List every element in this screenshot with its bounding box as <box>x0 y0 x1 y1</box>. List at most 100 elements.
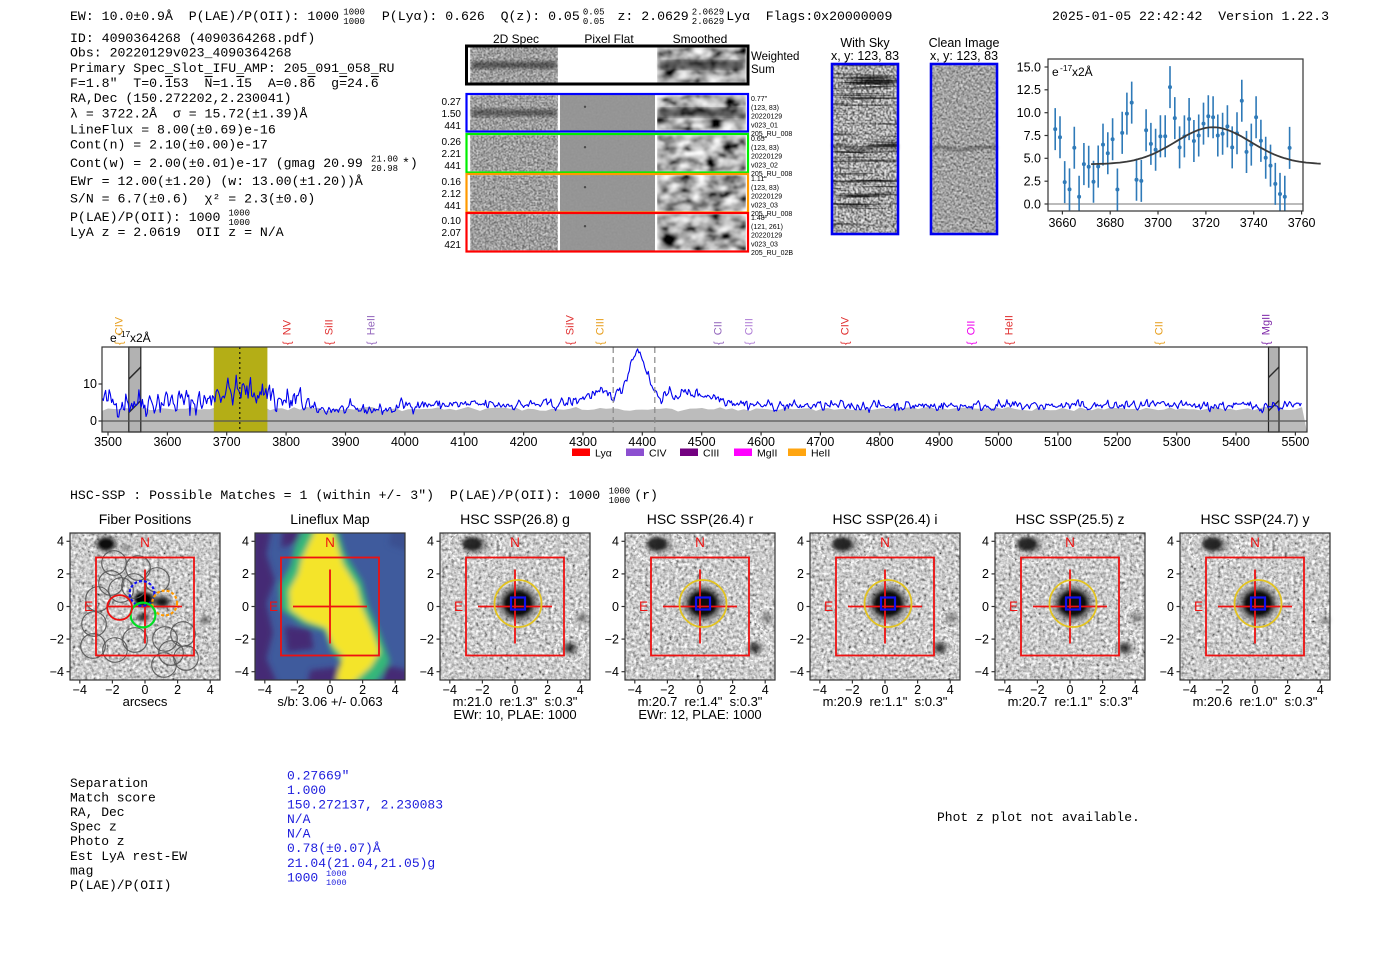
svg-text:CIII: CIII <box>703 448 719 460</box>
svg-text:0: 0 <box>242 600 249 614</box>
svg-text:Primary Spec_Slot_IFU_AMP: 205: Primary Spec_Slot_IFU_AMP: 205_091_058_R… <box>70 61 394 76</box>
svg-text:7.5: 7.5 <box>1024 129 1041 143</box>
svg-text:2.5: 2.5 <box>1024 175 1041 189</box>
svg-text:2: 2 <box>1284 683 1291 697</box>
svg-text:1.50: 1.50 <box>442 109 462 120</box>
svg-text:10.0: 10.0 <box>1017 106 1041 120</box>
svg-text:4200: 4200 <box>510 435 538 449</box>
svg-text:−2: −2 <box>1160 632 1174 646</box>
svg-text:1.48": 1.48" <box>751 215 768 222</box>
svg-text:−2: −2 <box>605 632 619 646</box>
svg-text:3700: 3700 <box>1144 216 1172 230</box>
svg-text:HSC SSP(26.4) i: HSC SSP(26.4) i <box>832 511 937 527</box>
svg-text:0: 0 <box>90 414 97 428</box>
svg-text:−2: −2 <box>975 632 989 646</box>
svg-text:4500: 4500 <box>688 435 716 449</box>
svg-text:2.12: 2.12 <box>442 189 462 200</box>
svg-text:205_RU_008: 205_RU_008 <box>751 211 792 218</box>
svg-text:m:20.6 re:1.0" s:0.3": m:20.6 re:1.0" s:0.3" <box>1193 694 1318 709</box>
svg-text:1.000: 1.000 <box>287 783 326 798</box>
svg-text:3660: 3660 <box>1048 216 1076 230</box>
svg-text:HSC SSP(26.4) r: HSC SSP(26.4) r <box>647 511 754 527</box>
svg-text:4: 4 <box>762 683 769 697</box>
svg-text:0: 0 <box>327 683 334 697</box>
svg-text:0: 0 <box>1167 600 1174 614</box>
svg-text:2: 2 <box>729 683 736 697</box>
svg-text:P(Lyα): 0.626 Q(z): 0.05: P(Lyα): 0.626 Q(z): 0.05 <box>382 9 580 24</box>
svg-text:Smoothed: Smoothed <box>673 32 728 46</box>
svg-text:3900: 3900 <box>332 435 360 449</box>
svg-text:3500: 3500 <box>94 435 122 449</box>
svg-text:20220129: 20220129 <box>751 154 782 161</box>
svg-text:Est LyA rest-EW: Est LyA rest-EW <box>70 849 187 864</box>
svg-text:LyA z = 2.0619 OII z = N/A: LyA z = 2.0619 OII z = N/A <box>70 225 284 240</box>
svg-text:0.16: 0.16 <box>442 177 462 188</box>
svg-text:Cont(n) = 2.10(±0.00)e-17: Cont(n) = 2.10(±0.00)e-17 <box>70 138 268 153</box>
svg-text:{ MgII: { MgII <box>1261 314 1273 345</box>
svg-text:205_RU_008: 205_RU_008 <box>751 171 792 178</box>
svg-text:21.04(21.04,21.05)g: 21.04(21.04,21.05)g <box>287 856 435 871</box>
svg-text:3740: 3740 <box>1240 216 1268 230</box>
svg-text:−2: −2 <box>1030 683 1044 697</box>
svg-text:5000: 5000 <box>985 435 1013 449</box>
svg-text:EWr: 10, PLAE: 1000: EWr: 10, PLAE: 1000 <box>453 707 576 722</box>
svg-text:{ CIII: { CIII <box>595 318 607 345</box>
svg-text:4700: 4700 <box>806 435 834 449</box>
svg-text:Phot z plot not available.: Phot z plot not available. <box>937 810 1140 825</box>
svg-text:4: 4 <box>427 535 434 549</box>
svg-text:−4: −4 <box>420 665 434 679</box>
svg-text:m:21.0 re:1.3" s:0.3": m:21.0 re:1.3" s:0.3" <box>453 694 578 709</box>
svg-text:421: 421 <box>444 240 461 251</box>
svg-text:E: E <box>454 599 463 614</box>
svg-text:−2: −2 <box>290 683 304 697</box>
svg-text:1.11": 1.11" <box>751 176 767 183</box>
svg-text:−2: −2 <box>790 632 804 646</box>
svg-text:N: N <box>880 535 890 550</box>
svg-text:0.27669": 0.27669" <box>287 769 349 784</box>
svg-text:2.0629: 2.0629 <box>692 17 724 27</box>
svg-text:{ CIV: { CIV <box>840 316 852 345</box>
svg-text:−4: −4 <box>790 665 804 679</box>
svg-text:HeII: HeII <box>811 448 830 460</box>
svg-text:Clean Image: Clean Image <box>929 36 1000 50</box>
svg-text:m:20.9 re:1.1" s:0.3": m:20.9 re:1.1" s:0.3" <box>823 694 948 709</box>
svg-text:Lyα: Lyα <box>595 448 612 460</box>
svg-text:0: 0 <box>612 600 619 614</box>
svg-text:0: 0 <box>982 600 989 614</box>
svg-text:{ CIV: { CIV <box>114 316 126 345</box>
svg-text:{ CII: { CII <box>713 321 725 345</box>
svg-text:441: 441 <box>444 201 461 212</box>
svg-text:m:20.7 re:1.4" s:0.3": m:20.7 re:1.4" s:0.3" <box>638 694 763 709</box>
svg-text:2.0629: 2.0629 <box>692 7 724 17</box>
svg-text:4400: 4400 <box>628 435 656 449</box>
svg-text:0: 0 <box>512 683 519 697</box>
svg-text:−2: −2 <box>420 632 434 646</box>
svg-text:ID: 4090364268 (4090364268.pdf: ID: 4090364268 (4090364268.pdf) <box>70 31 315 46</box>
svg-text:S/N = 6.7(±0.6) χ² = 2.3(±0.0: S/N = 6.7(±0.6) χ² = 2.3(±0.0) <box>70 192 315 207</box>
svg-text:0: 0 <box>57 600 64 614</box>
svg-text:3720: 3720 <box>1192 216 1220 230</box>
svg-text:−4: −4 <box>443 683 457 697</box>
svg-text:4: 4 <box>207 683 214 697</box>
svg-text:m:20.7 re:1.1" s:0.3": m:20.7 re:1.1" s:0.3" <box>1008 694 1133 709</box>
svg-text:{ CIII: { CIII <box>744 318 756 345</box>
svg-text:RA, Dec: RA, Dec <box>70 805 125 820</box>
svg-text:−4: −4 <box>1183 683 1197 697</box>
svg-text:5500: 5500 <box>1281 435 1309 449</box>
svg-text:4000: 4000 <box>391 435 419 449</box>
svg-text:12.5: 12.5 <box>1017 83 1041 97</box>
svg-text:0: 0 <box>697 683 704 697</box>
svg-text:4: 4 <box>1167 535 1174 549</box>
svg-text:4: 4 <box>242 535 249 549</box>
svg-text:Weighted: Weighted <box>751 51 799 63</box>
svg-text:N: N <box>695 535 705 550</box>
svg-text:0.10: 0.10 <box>442 216 462 227</box>
svg-text:4: 4 <box>947 683 954 697</box>
svg-text:−2: −2 <box>660 683 674 697</box>
svg-text:z: 2.0629: z: 2.0629 <box>618 9 689 24</box>
svg-text:Sum: Sum <box>751 64 775 76</box>
svg-text:{ HeII: { HeII <box>1004 315 1016 345</box>
svg-text:4: 4 <box>392 683 399 697</box>
svg-text:v023_02: v023_02 <box>751 162 778 169</box>
svg-text:Separation: Separation <box>70 776 148 791</box>
